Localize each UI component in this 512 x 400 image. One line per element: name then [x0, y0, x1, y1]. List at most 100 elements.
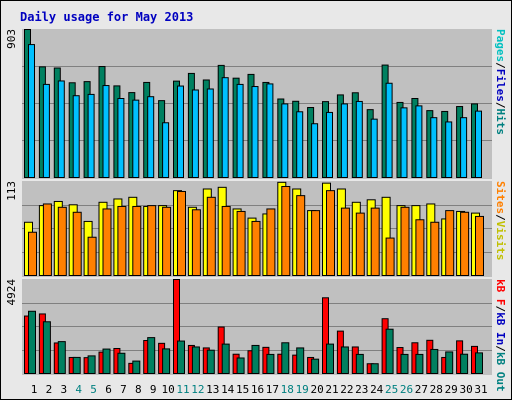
kbout-bar — [266, 353, 275, 374]
sites-bar — [117, 205, 127, 276]
kbout-bar — [206, 349, 215, 374]
sites-bar — [102, 208, 112, 276]
day-label: 21 — [325, 383, 338, 396]
day-label: 14 — [221, 383, 235, 396]
kbout-bar — [57, 341, 66, 374]
legend-separator: / — [494, 214, 507, 221]
legend-kbf: kB F — [494, 279, 507, 306]
sites-bar — [57, 206, 67, 276]
day-label: 26 — [400, 383, 413, 396]
day-label: 29 — [445, 383, 458, 396]
kbout-bar — [281, 342, 290, 375]
graph-title: Daily usage for May 2013 — [20, 10, 193, 24]
day-label: 2 — [46, 383, 53, 396]
day-label: 11 — [176, 383, 189, 396]
kbout-bar — [177, 340, 185, 375]
kbout-bar — [28, 310, 36, 375]
day-label: 20 — [310, 383, 323, 396]
legend-middle: Sites/Visits — [494, 181, 507, 261]
sites-bar — [340, 207, 350, 277]
legend-files: Files — [494, 69, 507, 102]
sites-bar — [221, 205, 231, 276]
files-bar — [102, 85, 110, 178]
files-bar — [147, 96, 155, 178]
sites-bar — [475, 215, 484, 276]
day-label: 16 — [251, 383, 264, 396]
kbout-bar — [132, 360, 141, 374]
kbout-bar — [370, 363, 379, 374]
kbout-bar — [296, 347, 305, 374]
kbout-bar — [355, 353, 364, 374]
sites-bar — [72, 211, 82, 276]
kbf-bar — [322, 297, 329, 375]
kbout-bar — [87, 355, 96, 374]
files-bar — [445, 121, 453, 178]
day-label: 1 — [31, 383, 38, 396]
kbout-bar — [326, 343, 334, 374]
day-label: 28 — [430, 383, 443, 396]
sites-bar — [42, 203, 52, 276]
files-bar — [326, 111, 333, 178]
day-label: 31 — [474, 383, 487, 396]
day-labels: 1 2 3 4 5 6 7 8 9 10 11 12 13 14 15 16 17 18 19 20 21 22 23 24 2… — [31, 383, 488, 396]
files-bar — [57, 80, 65, 178]
files-bar — [296, 111, 304, 178]
sites-bar — [87, 236, 97, 276]
kbout-bar — [460, 353, 469, 375]
files-bar — [400, 107, 408, 178]
sites-bar — [400, 206, 410, 276]
sites-bar — [28, 231, 37, 276]
kbout-bar — [311, 358, 320, 374]
legend-sites: Sites — [494, 181, 507, 214]
day-label: 3 — [60, 383, 67, 396]
files-bar — [430, 117, 438, 178]
kbf-bar — [173, 279, 180, 374]
files-bar — [311, 123, 319, 178]
kbout-bar — [415, 353, 424, 374]
day-label: 25 — [385, 383, 398, 396]
files-bar — [28, 44, 35, 178]
sites-bar — [281, 185, 291, 276]
kbout-bar — [191, 346, 200, 374]
day-label: 23 — [355, 383, 368, 396]
visits-max-label: 113 — [5, 181, 18, 201]
kbout-bar — [42, 321, 51, 374]
sites-bar — [296, 195, 306, 276]
day-label: 4 — [75, 383, 82, 396]
kbout-bar — [102, 348, 111, 374]
kbytes-max-label: 4924 — [5, 279, 18, 306]
legend-hits: Hits — [494, 109, 507, 136]
files-bar — [340, 103, 348, 178]
kbout-bar — [430, 348, 439, 374]
day-label: 8 — [135, 383, 142, 396]
kbout-bar — [475, 352, 483, 375]
kbout-bar — [385, 328, 394, 375]
sites-bar — [251, 220, 261, 276]
legend-visits: Visits — [494, 221, 507, 261]
files-bar — [132, 99, 140, 178]
day-label: 24 — [370, 383, 384, 396]
legend-kbout: kB Out — [494, 352, 507, 392]
day-label: 27 — [415, 383, 428, 396]
kbout-bar — [445, 351, 454, 374]
sites-bar — [460, 211, 470, 276]
day-label: 7 — [120, 383, 127, 396]
day-label: 6 — [105, 383, 112, 396]
legend-separator: / — [494, 62, 507, 69]
day-label: 5 — [90, 383, 97, 396]
sites-bar — [177, 190, 186, 276]
day-label: 19 — [296, 383, 309, 396]
kbout-bar — [117, 352, 126, 374]
kbout-bar — [236, 357, 245, 375]
sites-bar — [370, 207, 380, 277]
files-bar — [475, 110, 482, 178]
legend-top: Pages/Files/Hits — [494, 29, 507, 135]
sites-bar — [236, 210, 246, 276]
files-bar — [177, 85, 184, 178]
kbout-bar — [251, 344, 260, 374]
day-label: 9 — [150, 383, 157, 396]
day-label: 10 — [161, 383, 174, 396]
files-bar — [281, 103, 289, 178]
sites-bar — [162, 206, 172, 276]
sites-bar — [206, 196, 216, 276]
